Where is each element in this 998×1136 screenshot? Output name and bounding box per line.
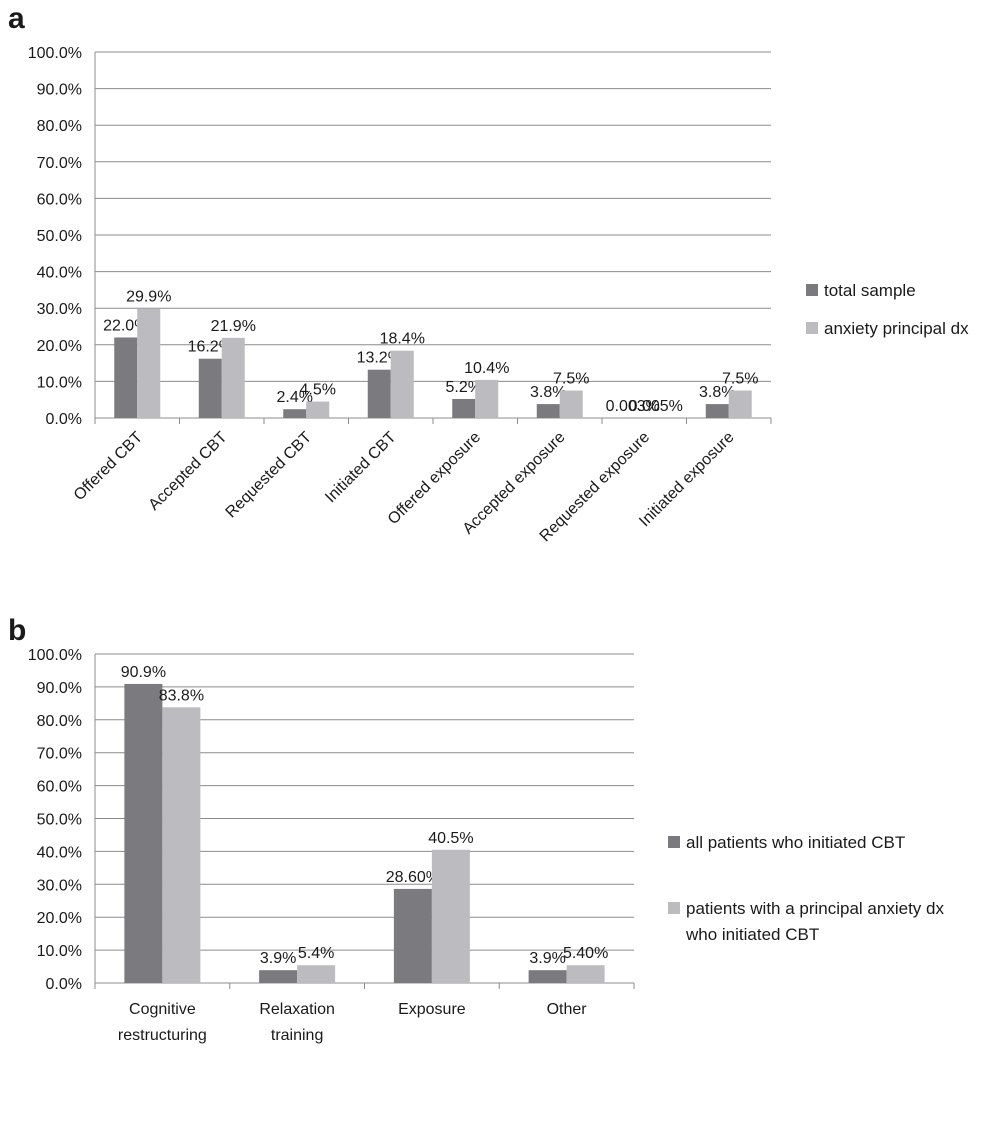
chart-a: a 0.0% 10.0% 20.0% 30.0% 40.0% 50.0% 60.0% 70.0%… <box>8 2 969 545</box>
y-tick-label: 0.0% <box>46 411 82 428</box>
bar-series-1 <box>452 399 475 418</box>
y-tick-label: 70.0% <box>37 746 82 763</box>
bar-series-1 <box>368 370 391 418</box>
bar-series-2 <box>560 391 583 418</box>
data-label: 40.5% <box>428 830 473 847</box>
data-label: 18.4% <box>380 331 425 348</box>
y-tick-label: 10.0% <box>37 943 82 960</box>
category-label: Other <box>547 1001 588 1018</box>
data-label: 5.40% <box>563 945 608 962</box>
y-tick-label: 70.0% <box>37 155 82 172</box>
category-label: Requested CBT <box>223 429 316 522</box>
y-tick-label: 90.0% <box>37 680 82 697</box>
bar-series-2 <box>222 338 245 418</box>
category-label: Initiated CBT <box>322 429 400 507</box>
bar-series-2 <box>306 402 329 418</box>
y-tick-label: 40.0% <box>37 844 82 861</box>
y-tick-label: 10.0% <box>37 374 82 391</box>
bar-series-1 <box>706 404 729 418</box>
legend: all patients who initiated CBT patients w… <box>668 833 944 944</box>
y-tick-label: 50.0% <box>37 228 82 245</box>
panel-label: a <box>8 2 25 35</box>
bar-series-2 <box>297 965 335 983</box>
y-tick-label: 100.0% <box>28 647 82 664</box>
y-tick-label: 50.0% <box>37 812 82 829</box>
y-tick-label: 90.0% <box>37 82 82 99</box>
category-label: Offered exposure <box>385 429 484 528</box>
legend-swatch <box>806 284 818 296</box>
data-label: 21.9% <box>211 318 256 335</box>
bar-series-2 <box>475 380 498 418</box>
data-label: 7.5% <box>553 371 589 388</box>
chart-b: b 0.0% 10.0% 20.0% 30.0% 40.0% 50.0% 60.0% 70.0%… <box>8 614 944 1044</box>
legend-swatch <box>806 322 818 334</box>
data-label: 28.60% <box>386 869 440 886</box>
y-tick-label: 30.0% <box>37 877 82 894</box>
data-label: 90.9% <box>121 664 166 681</box>
data-label: 10.4% <box>464 360 509 377</box>
bar-series-1 <box>114 337 137 418</box>
category-label: Initiated exposure <box>636 429 737 530</box>
y-tick-label: 0.0% <box>46 976 82 993</box>
y-tick-label: 80.0% <box>37 118 82 135</box>
bar-series-2 <box>432 850 470 983</box>
bar-series-1 <box>283 409 306 418</box>
y-tick-label: 60.0% <box>37 779 82 796</box>
y-tick-label: 40.0% <box>37 265 82 282</box>
bar-series-1 <box>259 970 297 983</box>
legend-label: all patients who initiated CBT <box>686 833 905 852</box>
data-label: 29.9% <box>126 289 171 306</box>
data-label: 5.4% <box>298 945 334 962</box>
category-label: Offered CBT <box>71 429 146 504</box>
data-label: 83.8% <box>159 687 204 704</box>
bar-series-2 <box>162 707 200 983</box>
bar-series-1 <box>529 970 567 983</box>
bar-series-2 <box>567 965 605 983</box>
bar-series-2 <box>137 309 160 418</box>
legend: total sample anxiety principal dx <box>806 281 969 338</box>
y-tick-label: 30.0% <box>37 301 82 318</box>
category-label: Exposure <box>398 1001 466 1018</box>
bar-series-2 <box>729 391 752 418</box>
bar-series-1 <box>394 889 432 983</box>
legend-swatch <box>668 902 680 914</box>
panel-label: b <box>8 614 26 647</box>
bar-series-1 <box>124 684 162 983</box>
y-tick-label: 100.0% <box>28 45 82 62</box>
y-tick-label: 80.0% <box>37 713 82 730</box>
category-label: Accepted CBT <box>146 429 231 514</box>
y-tick-label: 20.0% <box>37 338 82 355</box>
y-tick-label: 20.0% <box>37 910 82 927</box>
data-label: 7.5% <box>722 371 758 388</box>
legend-label: total sample <box>824 281 916 300</box>
bar-series-1 <box>537 404 560 418</box>
data-label: 3.9% <box>529 950 565 967</box>
bar-series-2 <box>391 351 414 418</box>
y-tick-label: 60.0% <box>37 191 82 208</box>
legend-label: anxiety principal dx <box>824 319 969 338</box>
bar-series-1 <box>199 359 222 418</box>
data-label: 0.005% <box>629 398 683 415</box>
legend-swatch <box>668 836 680 848</box>
data-label: 3.9% <box>260 950 296 967</box>
data-label: 4.5% <box>300 382 336 399</box>
